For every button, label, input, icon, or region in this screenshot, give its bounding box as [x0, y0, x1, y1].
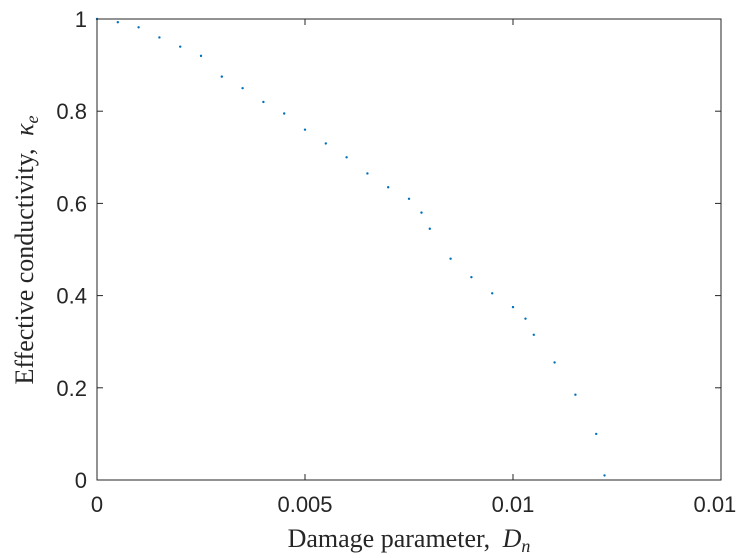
- y-tick-label: 0.6: [56, 191, 87, 216]
- x-axis-label-text: Damage parameter,: [288, 524, 491, 553]
- data-points: [95, 17, 606, 477]
- y-axis-label-text: Effective conductivity,: [10, 148, 39, 384]
- data-point: [137, 26, 140, 29]
- data-point: [511, 305, 515, 309]
- plot-area: [97, 19, 721, 480]
- x-axis-label-subscript: n: [521, 536, 530, 556]
- x-axis-label: Damage parameter, Dn: [288, 524, 531, 556]
- x-tick-label: 0.01: [492, 492, 535, 517]
- y-tick-label: 0.8: [56, 99, 87, 124]
- data-point: [179, 45, 182, 48]
- data-point: [220, 75, 223, 78]
- data-point: [470, 275, 473, 279]
- data-point: [387, 186, 390, 189]
- x-tick-label: 0: [91, 492, 103, 517]
- data-point: [241, 86, 244, 90]
- y-tick-label: 1: [75, 7, 87, 32]
- y-tick-label: 0.2: [56, 376, 87, 401]
- data-point: [420, 211, 423, 214]
- data-point: [524, 317, 527, 320]
- data-point: [407, 197, 411, 200]
- data-point: [553, 361, 556, 364]
- y-axis-label: Effective conductivity, κe: [10, 115, 42, 384]
- data-point: [428, 227, 431, 230]
- y-ticks: 0 0.2 0.4 0.6 0.8 1: [56, 7, 721, 493]
- data-point: [199, 54, 203, 58]
- x-tick-label: 0.005: [277, 492, 332, 517]
- data-point: [574, 393, 577, 396]
- y-tick-label: 0: [75, 468, 87, 493]
- y-tick-label: 0.4: [56, 284, 87, 309]
- data-point: [116, 21, 120, 24]
- data-point: [491, 292, 494, 295]
- data-point: [345, 156, 348, 159]
- data-point: [324, 142, 327, 145]
- data-point: [366, 172, 369, 175]
- data-point: [449, 257, 452, 260]
- x-axis-label-symbol: D: [502, 524, 522, 553]
- axes-box: [96, 18, 722, 481]
- data-point: [262, 100, 265, 104]
- x-ticks: 0 0.005 0.01 0.015: [91, 19, 737, 517]
- data-point: [158, 36, 161, 39]
- y-axis-label-symbol: κ: [10, 123, 39, 136]
- x-tick-label: 0.015: [693, 492, 737, 517]
- data-point: [603, 474, 606, 477]
- data-point: [283, 112, 286, 115]
- data-point: [595, 432, 598, 436]
- data-point: [532, 333, 535, 336]
- y-axis-label-subscript: e: [22, 115, 42, 123]
- data-point: [303, 128, 307, 131]
